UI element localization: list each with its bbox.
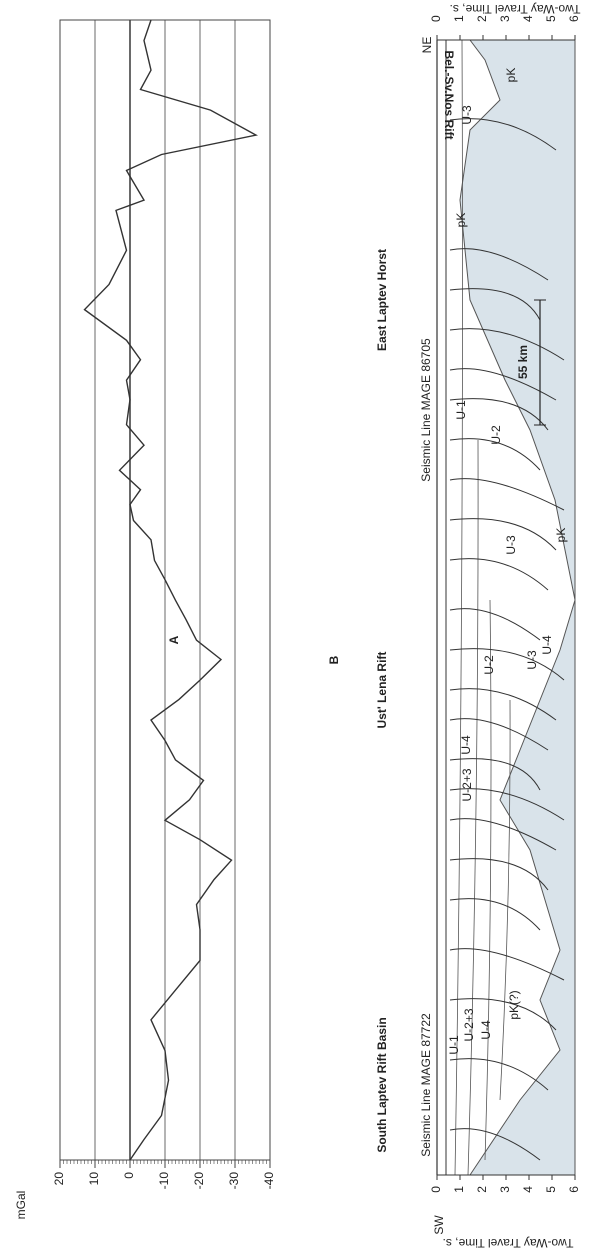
unit-label: pK [454,213,468,228]
seismic-line-label: Seismic Line MAGE 87722 [419,1013,433,1157]
fault [450,609,540,640]
end-label: SW [432,1215,446,1235]
time-tick-label: 6 [567,1186,581,1193]
time-tick-label: 2 [475,1186,489,1193]
region-label: South Laptev Rift Basin [375,1017,389,1152]
unit-label: U-4 [459,735,473,755]
y-tick-label: 20 [52,1172,66,1186]
end-label: NE [420,37,434,54]
y-axis-title: mGal [14,1191,28,1220]
time-tick-label: 0 [429,15,443,22]
unit-label: U-2+3 [462,1008,476,1041]
unit-label: U-1 [454,400,468,420]
scale-bar-label: 55 km [516,345,530,379]
unit-label: U-2 [489,425,503,445]
y-tick-label: -30 [227,1172,241,1190]
time-axis-title: Two-Way Travel Time, s. [443,1236,574,1250]
unit-label: U-2+3 [460,768,474,801]
time-tick-label: 3 [498,1186,512,1193]
y-tick-label: -20 [192,1172,206,1190]
unit-label: U-3 [525,650,539,670]
region-label: Ust' Lena Rift [375,652,389,729]
y-tick-label: -10 [157,1172,171,1190]
unit-label: U-3 [504,535,518,555]
y-tick-label: 0 [122,1172,136,1179]
y-tick-label: -40 [262,1172,276,1190]
region-label: East Laptev Horst [375,249,389,351]
panel-label: B [327,655,341,664]
unit-label: pK [554,528,568,543]
unit-label: pK [504,68,518,83]
fault [450,859,548,890]
time-axis-title: Two-Way Travel Time, s. [450,2,581,16]
time-tick-label: 4 [521,1186,535,1193]
figure: 20100-10-20-30-40AmGal01234560123456Two-… [0,0,596,1253]
unit-label: U-4 [479,1020,493,1040]
fault [450,479,564,510]
unit-label: U-3 [460,105,474,125]
fault [450,559,548,590]
seismic-line-label: Seismic Line MAGE 86705 [419,338,433,482]
gravity-line [85,20,257,1160]
time-tick-label: 0 [429,1186,443,1193]
fault [450,519,556,550]
unit-label: U-4 [540,635,554,655]
unit-label: U-2 [482,655,496,675]
time-tick-label: 1 [452,1186,466,1193]
region-label: Bel.-Sv.Nos Rift [442,50,456,139]
fault [450,899,540,930]
y-tick-label: 10 [87,1172,101,1186]
unit-label: U-1 [447,1035,461,1055]
horizon [500,700,510,1100]
time-tick-label: 5 [544,1186,558,1193]
fault [450,949,564,980]
unit-label: pK(?) [507,990,521,1019]
horizon [468,440,478,1175]
horizon [485,600,491,1160]
panel-label: A [167,635,181,644]
